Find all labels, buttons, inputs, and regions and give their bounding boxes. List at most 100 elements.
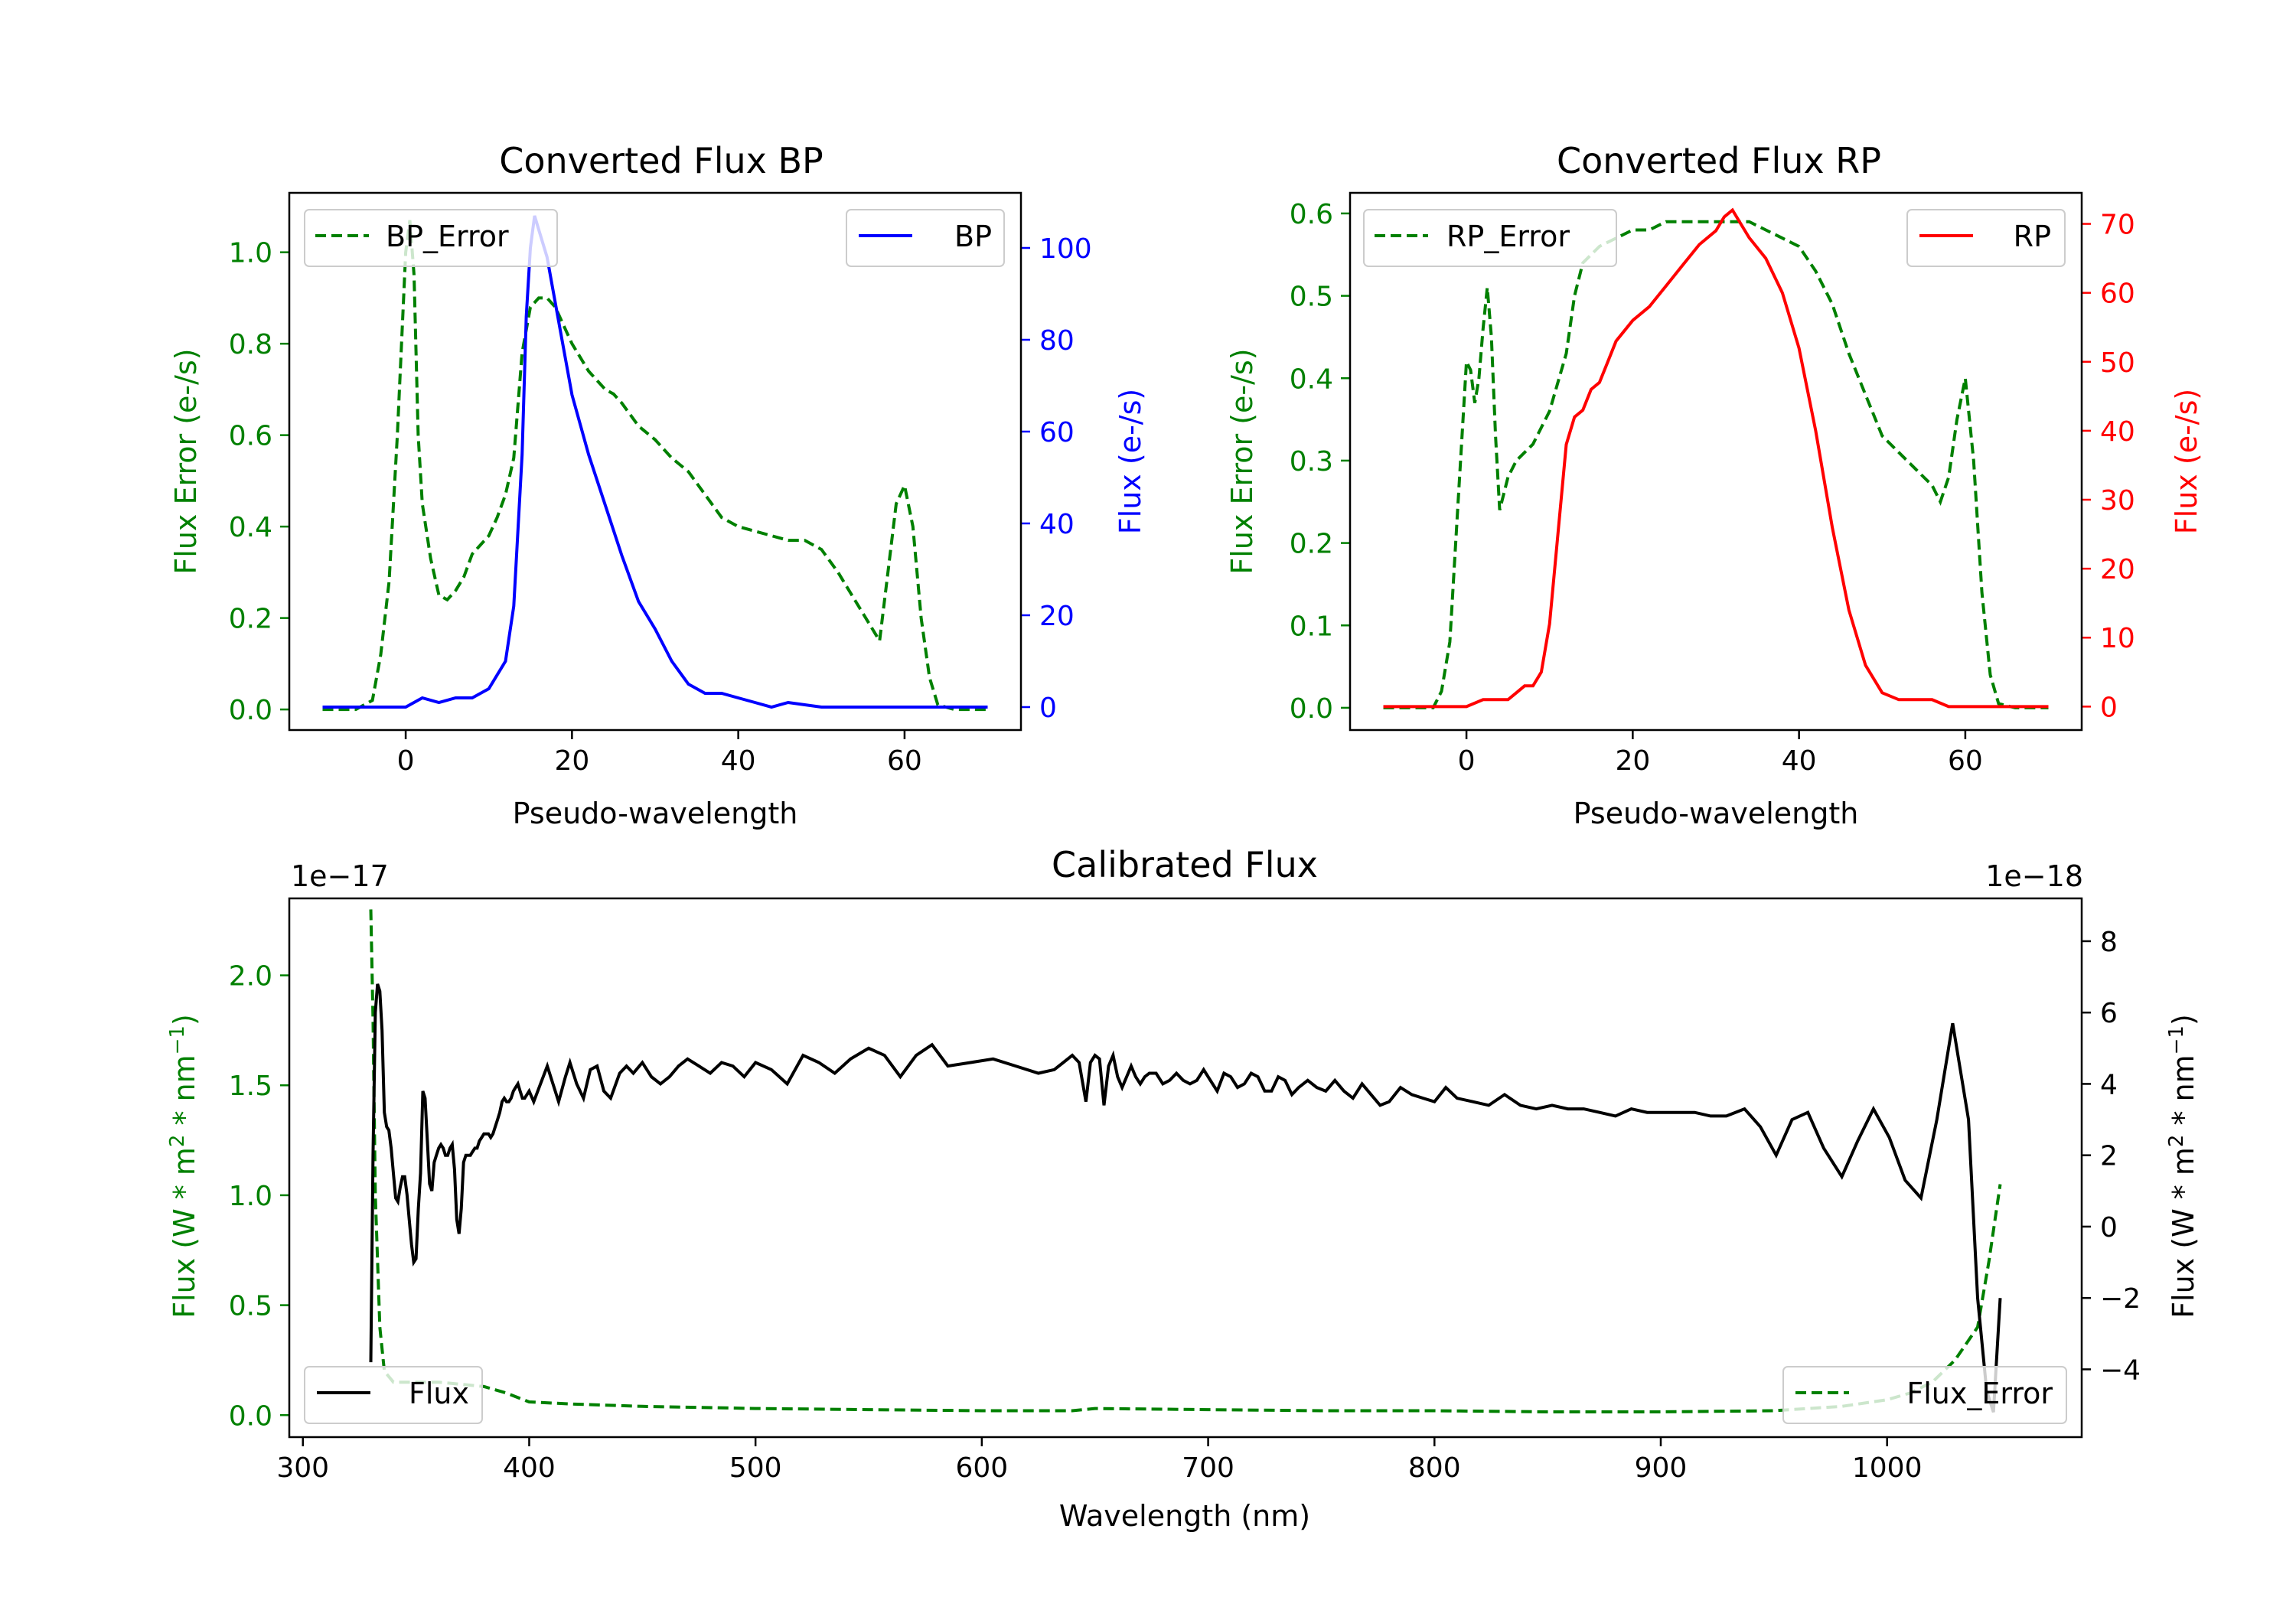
bp-y-left-tick-label: 0.4 (229, 512, 272, 543)
cal-flux-line (369, 983, 2002, 1413)
bp-x-tick-label: 40 (721, 745, 756, 777)
rp-y-right-tick-label: 40 (2100, 416, 2135, 448)
bp-x-tick-label: 0 (397, 745, 415, 777)
rp-y-left-tick-label: 0.5 (1290, 282, 1333, 313)
bp-legend-right: BP (846, 209, 1005, 267)
cal-legend-flux-label: Flux (409, 1377, 469, 1410)
cal-x-tick-label: 900 (1635, 1452, 1688, 1484)
cal-x-tick-label: 300 (276, 1452, 329, 1484)
cal-title: Calibrated Flux (1052, 844, 1318, 885)
bp-y-right-tick-label: 0 (1039, 693, 1057, 724)
bp-y-left-tick-label: 0.6 (229, 421, 272, 452)
bp-legend-error-label: BP_Error (386, 220, 509, 253)
rp-y-right-tick-label: 60 (2100, 279, 2135, 310)
bp-legend-right-box (846, 209, 1005, 267)
rp-y-left-tick-label: 0.2 (1290, 529, 1333, 560)
rp-y-right-tick-label: 10 (2100, 623, 2135, 654)
cal-x-tick-label: 800 (1408, 1452, 1461, 1484)
rp-axes-frame (1349, 191, 2083, 732)
cal-y-left-tick-label: 2.0 (229, 961, 272, 993)
rp-y-left-ticks: 0.0 0.1 0.2 0.3 0.4 0.5 0.6 (1290, 199, 1350, 725)
cal-x-label: Wavelength (nm) (1059, 1499, 1310, 1533)
rp-y-left-tick-label: 0.3 (1290, 446, 1333, 478)
rp-x-tick-label: 40 (1782, 745, 1817, 777)
rp-legend-right-box (1906, 209, 2066, 267)
rp-y-right-tick-label: 20 (2100, 554, 2135, 585)
bp-flux-line (322, 215, 988, 709)
rp-title: Converted Flux RP (1557, 140, 1881, 181)
cal-legend-left-box (304, 1366, 483, 1424)
rp-y-right-label: Flux (e-/s) (2170, 389, 2203, 534)
rp-legend-left-box (1363, 209, 1617, 267)
cal-offset-left: 1e−17 (291, 859, 389, 893)
rp-y-left-tick-label: 0.4 (1290, 363, 1333, 395)
cal-legend-right: Flux_Error (1782, 1366, 2067, 1424)
rp-error-line (1383, 220, 2049, 709)
rp-legend-right: RP (1906, 209, 2066, 267)
bp-y-left-ticks: 0.0 0.2 0.4 0.6 0.8 1.0 (229, 238, 289, 726)
cal-legend-left: Flux (304, 1366, 483, 1424)
bp-y-left-tick-label: 0.0 (229, 695, 272, 726)
bp-legend-left: BP_Error (304, 209, 558, 267)
bp-x-tick-label: 60 (887, 745, 922, 777)
cal-y-right-tick-label: 6 (2100, 998, 2118, 1029)
bp-error-line (322, 220, 988, 712)
cal-legend-error-label: Flux_Error (1906, 1377, 2053, 1410)
cal-x-tick-label: 500 (729, 1452, 782, 1484)
cal-y-left-label: Flux (W * m2 * nm−1) (166, 1014, 201, 1319)
bp-y-right-ticks: 0 20 40 60 80 100 (1021, 233, 1092, 724)
bp-y-left-tick-label: 0.2 (229, 604, 272, 635)
bp-x-ticks: 0 20 40 60 (397, 730, 922, 777)
bp-y-right-tick-label: 40 (1039, 509, 1075, 540)
rp-y-left-tick-label: 0.6 (1290, 199, 1333, 230)
bp-y-right-tick-label: 80 (1039, 325, 1075, 357)
cal-y-right-tick-label: 0 (2100, 1212, 2118, 1244)
bp-panel: Converted Flux BP 0 20 40 60 0.00.20.40.60.… (169, 140, 1147, 830)
rp-y-right-tick-label: 0 (2100, 692, 2118, 723)
rp-x-ticks: 0 20 40 60 (1458, 730, 1983, 777)
cal-x-ticks: 300 400 500 600 700 800 900 1000 (276, 1437, 1923, 1484)
bp-title: Converted Flux BP (499, 140, 823, 181)
rp-legend-flux-label: RP (2014, 220, 2051, 253)
bp-x-label: Pseudo-wavelength (513, 797, 798, 830)
bp-legend-flux-label: BP (954, 220, 992, 253)
rp-y-left-tick-label: 0.0 (1290, 693, 1333, 725)
rp-x-tick-label: 0 (1458, 745, 1476, 777)
rp-legend-left: RP_Error (1363, 209, 1617, 267)
cal-y-right-ticks: −4 −2 0 2 4 6 8 (2082, 927, 2141, 1386)
rp-y-right-tick-label: 30 (2100, 485, 2135, 517)
cal-x-tick-label: 600 (956, 1452, 1009, 1484)
rp-x-tick-label: 60 (1948, 745, 1983, 777)
rp-y-right-tick-label: 50 (2100, 347, 2135, 379)
rp-flux-line (1383, 207, 2049, 709)
cal-x-tick-label: 400 (503, 1452, 556, 1484)
cal-offset-right: 1e−18 (1985, 859, 2083, 893)
cal-y-right-tick-label: −4 (2100, 1354, 2141, 1386)
cal-panel: Calibrated Flux 1e−17 1e−18 300 400 500 600… (166, 844, 2200, 1533)
rp-y-left-tick-label: 0.1 (1290, 611, 1333, 642)
rp-y-left-label: Flux Error (e-/s) (1225, 348, 1259, 574)
rp-y-right-ticks: 0 10 20 30 40 50 60 70 (2082, 210, 2135, 723)
bp-y-left-label: Flux Error (e-/s) (169, 348, 203, 574)
cal-y-right-tick-label: 2 (2100, 1141, 2118, 1172)
cal-y-right-label: Flux (W * m2 * nm−1) (2165, 1014, 2200, 1319)
cal-y-right-tick-label: 4 (2100, 1069, 2118, 1100)
bp-y-right-tick-label: 60 (1039, 417, 1075, 448)
bp-x-tick-label: 20 (554, 745, 589, 777)
cal-axes-frame (288, 897, 2083, 1439)
cal-y-right-tick-label: 8 (2100, 927, 2118, 958)
bp-y-right-tick-label: 100 (1039, 233, 1092, 265)
cal-y-right-tick-label: −2 (2100, 1283, 2141, 1315)
cal-y-left-tick-label: 1.0 (229, 1181, 272, 1212)
bp-legend-left-box (304, 209, 558, 267)
bp-y-left-tick-label: 0.8 (229, 329, 272, 360)
bp-y-right-label: Flux (e-/s) (1114, 389, 1147, 534)
bp-y-right-tick-label: 20 (1039, 601, 1075, 632)
cal-y-left-tick-label: 0.5 (229, 1291, 272, 1322)
rp-y-right-tick-label: 70 (2100, 210, 2135, 241)
cal-y-left-ticks: 0.0 0.5 1.0 1.5 2.0 (229, 961, 289, 1432)
cal-x-tick-label: 700 (1182, 1452, 1234, 1484)
rp-panel: Converted Flux RP 0 20 40 60 0.00.10.20.30.… (1225, 140, 2203, 830)
bp-y-left-tick-label: 1.0 (229, 238, 272, 269)
